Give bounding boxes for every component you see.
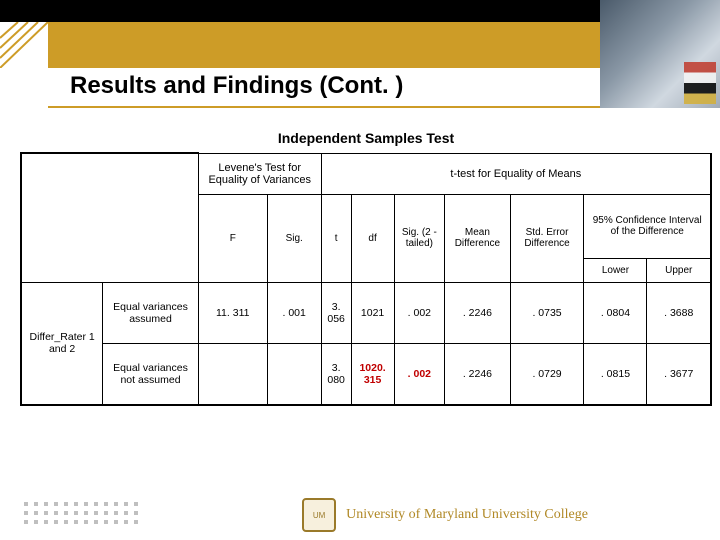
cell-df-1: 1020. 315 bbox=[351, 343, 394, 405]
stats-table-wrap: Independent Samples Test Levene's Test f… bbox=[20, 130, 712, 406]
stats-table: Levene's Test for Equality of Variances … bbox=[20, 152, 712, 406]
cell-Sig-1 bbox=[267, 343, 321, 405]
cell-lower-1: . 0815 bbox=[584, 343, 647, 405]
table-row: Differ_Rater 1 and 2 Equal variances ass… bbox=[21, 282, 711, 343]
col-ci: 95% Confidence Interval of the Differenc… bbox=[584, 194, 711, 258]
table-row: Equal variances not assumed 3. 080 1020.… bbox=[21, 343, 711, 405]
col-meandiff: Mean Difference bbox=[445, 194, 510, 282]
cell-F-1 bbox=[198, 343, 267, 405]
col-upper: Upper bbox=[647, 258, 711, 282]
cell-stderr-1: . 0729 bbox=[510, 343, 584, 405]
cell-F-0: 11. 311 bbox=[198, 282, 267, 343]
cell-upper-1: . 3677 bbox=[647, 343, 711, 405]
row-label-0: Equal variances assumed bbox=[103, 282, 199, 343]
table-title: Independent Samples Test bbox=[20, 130, 712, 146]
levene-header: Levene's Test for Equality of Variances bbox=[198, 153, 321, 194]
title-underline bbox=[48, 106, 600, 108]
col-df: df bbox=[351, 194, 394, 282]
gold-bar bbox=[48, 22, 600, 68]
col-F: F bbox=[198, 194, 267, 282]
col-t: t bbox=[321, 194, 351, 282]
university-name: University of Maryland University Colleg… bbox=[346, 507, 588, 523]
university-seal-icon: UM bbox=[302, 498, 336, 532]
cell-meandiff-1: . 2246 bbox=[445, 343, 510, 405]
cell-df-0: 1021 bbox=[351, 282, 394, 343]
col-lower: Lower bbox=[584, 258, 647, 282]
col-Sig: Sig. bbox=[267, 194, 321, 282]
cell-Sig-0: . 001 bbox=[267, 282, 321, 343]
header-photo bbox=[600, 0, 720, 108]
cell-sig2-0: . 002 bbox=[394, 282, 445, 343]
row-group-label: Differ_Rater 1 and 2 bbox=[21, 282, 103, 405]
university-brand: UM University of Maryland University Col… bbox=[170, 498, 720, 532]
cell-lower-0: . 0804 bbox=[584, 282, 647, 343]
col-sig2: Sig. (2 -tailed) bbox=[394, 194, 445, 282]
cell-stderr-0: . 0735 bbox=[510, 282, 584, 343]
col-stderr: Std. Error Difference bbox=[510, 194, 584, 282]
corner-diagonals bbox=[0, 22, 48, 68]
cell-meandiff-0: . 2246 bbox=[445, 282, 510, 343]
cell-upper-0: . 3688 bbox=[647, 282, 711, 343]
group-header-row: Levene's Test for Equality of Variances … bbox=[21, 153, 711, 194]
slide-title: Results and Findings (Cont. ) bbox=[70, 72, 403, 100]
cell-t-0: 3. 056 bbox=[321, 282, 351, 343]
cell-sig2-1: . 002 bbox=[394, 343, 445, 405]
row-label-1: Equal variances not assumed bbox=[103, 343, 199, 405]
footer-dots bbox=[0, 502, 170, 529]
ttest-header: t-test for Equality of Means bbox=[321, 153, 711, 194]
footer: UM University of Maryland University Col… bbox=[0, 498, 720, 532]
cell-t-1: 3. 080 bbox=[321, 343, 351, 405]
